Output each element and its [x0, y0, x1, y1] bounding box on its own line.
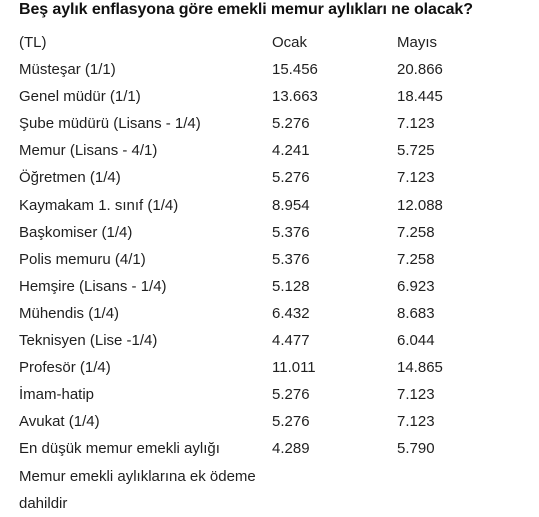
row-label: Avukat (1/4) [19, 413, 100, 431]
value-ocak: 4.241 [272, 142, 310, 160]
value-ocak: 4.289 [272, 440, 310, 458]
salary-table: (TL) Ocak Mayıs Müsteşar (1/1) 15.456 20.8… [19, 29, 529, 463]
row-label: Hemşire (Lisans - 1/4) [19, 277, 167, 295]
value-ocak: 5.376 [272, 250, 310, 268]
table-row: Başkomiser (1/4) 5.376 7.258 [19, 219, 529, 246]
row-label: Müsteşar (1/1) [19, 61, 116, 79]
value-mayis: 7.123 [397, 413, 435, 431]
row-label: Mühendis (1/4) [19, 304, 120, 322]
row-label: İmam-hatip [19, 386, 95, 404]
table-row: Genel müdür (1/1) 13.663 18.445 [19, 83, 529, 110]
row-label: Şube müdürü (Lisans - 1/4) [19, 115, 201, 133]
table-row: Memur (Lisans - 4/1) 4.241 5.725 [19, 137, 529, 164]
value-mayis: 7.123 [397, 115, 435, 133]
value-ocak: 11.011 [272, 359, 316, 377]
table-row: Mühendis (1/4) 6.432 8.683 [19, 300, 529, 327]
row-label: Profesör (1/4) [19, 359, 111, 377]
value-mayis: 14.865 [397, 359, 443, 377]
page-title: Beş aylık enflasyona göre emekli memur a… [19, 1, 473, 18]
table-row: Kaymakam 1. sınıf (1/4) 8.954 12.088 [19, 192, 529, 219]
table-row: Şube müdürü (Lisans - 1/4) 5.276 7.123 [19, 110, 529, 137]
footnote: Memur emekli aylıklarına ek ödeme dahild… [19, 468, 256, 512]
table-row: İmam-hatip 5.276 7.123 [19, 381, 529, 408]
value-ocak: 15.456 [272, 61, 318, 79]
column-header-ocak: Ocak [272, 34, 308, 51]
value-mayis: 12.088 [397, 196, 443, 214]
table-row: Teknisyen (Lise -1/4) 4.477 6.044 [19, 327, 529, 354]
value-mayis: 5.725 [397, 142, 435, 160]
value-ocak: 5.376 [272, 223, 310, 241]
value-ocak: 4.477 [272, 332, 310, 350]
table-header: (TL) Ocak Mayıs [19, 29, 529, 56]
value-mayis: 7.123 [397, 386, 435, 404]
row-label: Teknisyen (Lise -1/4) [19, 332, 158, 350]
table-body: Müsteşar (1/1) 15.456 20.866 Genel müdür (1… [19, 56, 529, 462]
table-row: Profesör (1/4) 11.011 14.865 [19, 354, 529, 381]
value-mayis: 7.258 [397, 250, 435, 268]
value-mayis: 18.445 [397, 88, 443, 106]
row-label: Polis memuru (4/1) [19, 250, 146, 268]
table-row: Öğretmen (1/4) 5.276 7.123 [19, 164, 529, 191]
value-ocak: 5.128 [272, 277, 310, 295]
value-mayis: 7.123 [397, 169, 435, 187]
value-mayis: 5.790 [397, 440, 435, 458]
value-mayis: 8.683 [397, 304, 435, 322]
row-label: Başkomiser (1/4) [19, 223, 133, 241]
table-row: Hemşire (Lisans - 1/4) 5.128 6.923 [19, 273, 529, 300]
value-ocak: 5.276 [272, 413, 310, 431]
row-label: En düşük memur emekli aylığı [19, 440, 220, 458]
value-ocak: 5.276 [272, 386, 310, 404]
unit-label: (TL) [19, 34, 47, 51]
value-mayis: 6.044 [397, 332, 435, 350]
value-ocak: 8.954 [272, 196, 310, 214]
table-row: En düşük memur emekli aylığı 4.289 5.790 [19, 435, 529, 462]
column-header-mayis: Mayıs [397, 34, 438, 51]
value-ocak: 6.432 [272, 304, 310, 322]
table-row: Polis memuru (4/1) 5.376 7.258 [19, 246, 529, 273]
value-ocak: 5.276 [272, 169, 310, 187]
table-row: Müsteşar (1/1) 15.456 20.866 [19, 56, 529, 83]
table-row: Avukat (1/4) 5.276 7.123 [19, 408, 529, 435]
value-mayis: 20.866 [397, 61, 443, 79]
row-label: Genel müdür (1/1) [19, 88, 141, 106]
row-label: Öğretmen (1/4) [19, 169, 121, 187]
value-mayis: 6.923 [397, 277, 435, 295]
row-label: Memur (Lisans - 4/1) [19, 142, 158, 160]
value-ocak: 13.663 [272, 88, 318, 106]
row-label: Kaymakam 1. sınıf (1/4) [19, 196, 179, 214]
value-mayis: 7.258 [397, 223, 435, 241]
value-ocak: 5.276 [272, 115, 310, 133]
